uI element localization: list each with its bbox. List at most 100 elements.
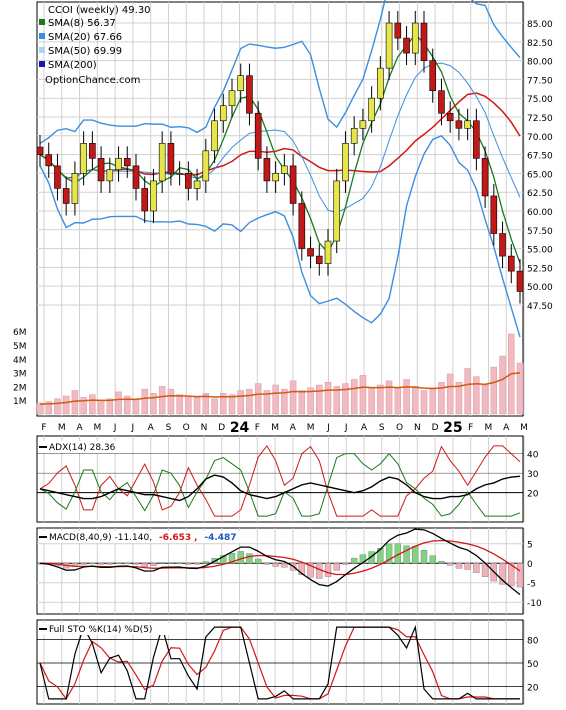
di-plus-line: [39, 452, 521, 517]
volume-bar: [333, 386, 340, 415]
candle-body: [54, 165, 61, 189]
x-tick-label: M: [58, 423, 66, 433]
candle-body: [106, 169, 114, 182]
volume-bar: [254, 383, 262, 415]
x-tick-label: M: [93, 423, 101, 433]
candle-body: [385, 22, 393, 69]
candle-body: [455, 120, 463, 129]
volume-bar: [185, 395, 192, 415]
candle-body: [289, 165, 297, 204]
volume-bar: [324, 382, 332, 415]
macd-histogram-bar: [281, 563, 288, 568]
legend-swatch-sma200: [39, 61, 45, 67]
volume-bar: [228, 394, 236, 415]
volume-bar: [490, 366, 498, 415]
x-tick-label: F: [468, 423, 473, 433]
candle-body: [342, 143, 349, 182]
macd-legend: MACD(8,40,9) -11.140, -6.653 , -4.487: [39, 531, 251, 543]
volume-bar: [385, 380, 393, 415]
watermark: OptionChance.com: [45, 75, 140, 86]
sto-k-line: [39, 624, 520, 700]
volume-bar: [481, 384, 489, 415]
candle-body: [246, 75, 253, 114]
candle-body: [298, 203, 306, 249]
adx-line: [39, 474, 521, 502]
volume-bar: [403, 379, 410, 415]
macd-histogram-bar: [473, 563, 480, 573]
x-tick-label: S: [166, 423, 172, 433]
volume-tick-label: 1M: [13, 397, 27, 407]
volume-bar: [106, 398, 114, 415]
candle-body: [281, 165, 288, 174]
price-tick-label: 65.00: [527, 170, 553, 180]
macd-histogram-bar: [333, 563, 340, 571]
price-panel: [36, 1, 524, 417]
x-tick-label: F: [255, 423, 260, 433]
sto-title: Full STO %K(14) %D(5): [49, 625, 152, 635]
candle-body: [403, 37, 410, 54]
candle-body: [167, 143, 175, 174]
volume-bar: [438, 382, 445, 415]
legend-swatch-sma50: [39, 47, 45, 53]
x-tick-label: 25: [443, 420, 462, 436]
volume-bar: [281, 388, 288, 415]
price-tick-label: 47.50: [527, 302, 553, 312]
volume-tick-label: 3M: [13, 370, 27, 380]
macd-tick-label: 0: [527, 560, 533, 570]
candle-body: [446, 112, 454, 122]
volume-bar: [237, 390, 244, 415]
candle-body: [438, 90, 445, 114]
price-tick-label: 60.00: [527, 208, 553, 218]
macd-histogram-bar: [516, 563, 524, 588]
candle-body: [481, 158, 489, 197]
volume-bar: [473, 376, 480, 415]
candle-body: [176, 173, 183, 175]
x-tick-label: D: [432, 423, 439, 433]
volume-bar: [316, 384, 323, 415]
candle-body: [141, 188, 149, 212]
candle-body: [272, 173, 279, 182]
macd-histogram-bar: [508, 563, 515, 587]
candle-body: [237, 75, 245, 91]
x-tick-label: O: [183, 423, 190, 433]
sto-d-line: [39, 626, 520, 700]
candle-body: [202, 150, 210, 182]
candle-body: [333, 180, 341, 242]
x-tick-label: F: [41, 423, 46, 433]
volume-bar: [464, 368, 471, 415]
macd-histogram-bar: [377, 547, 384, 564]
candle-body: [394, 22, 402, 39]
price-legend: CCOI (weekly) 49.30 SMA(8) 56.37 SMA(20)…: [39, 5, 151, 86]
volume-bar: [45, 401, 52, 415]
macd-histogram-bar: [499, 563, 506, 585]
adx-title: ADX(14) 28.36: [49, 443, 116, 453]
price-tick-label: 62.50: [527, 189, 553, 199]
macd-histogram-bar: [97, 563, 105, 565]
x-tick-label: N: [414, 423, 421, 433]
candle-body: [263, 158, 271, 182]
volume-bar: [158, 386, 166, 415]
lower-indicators: [36, 444, 524, 700]
candlesticks: [36, 11, 524, 304]
volume-bar: [246, 388, 253, 415]
volume-bar: [141, 388, 148, 415]
macd-histogram-bar: [298, 563, 306, 575]
volume-bar: [202, 393, 210, 415]
x-tick-label: A: [290, 423, 297, 433]
candle-body: [115, 158, 122, 170]
macd-histogram-bar: [80, 563, 87, 565]
candle-body: [411, 22, 419, 54]
macd-histogram-bar: [385, 543, 393, 564]
sto-tick-label: 20: [527, 683, 539, 693]
candle-body: [132, 165, 140, 189]
price-tick-label: 77.50: [527, 76, 553, 86]
candle-body: [324, 240, 332, 264]
candle-body: [211, 120, 218, 152]
x-tick-label: J: [113, 423, 117, 433]
macd-tick-label: -10: [527, 599, 542, 609]
volume-bar: [220, 393, 227, 415]
candle-body: [193, 180, 201, 189]
sma20-line: [39, 62, 521, 214]
price-tick-label: 80.00: [527, 58, 553, 68]
